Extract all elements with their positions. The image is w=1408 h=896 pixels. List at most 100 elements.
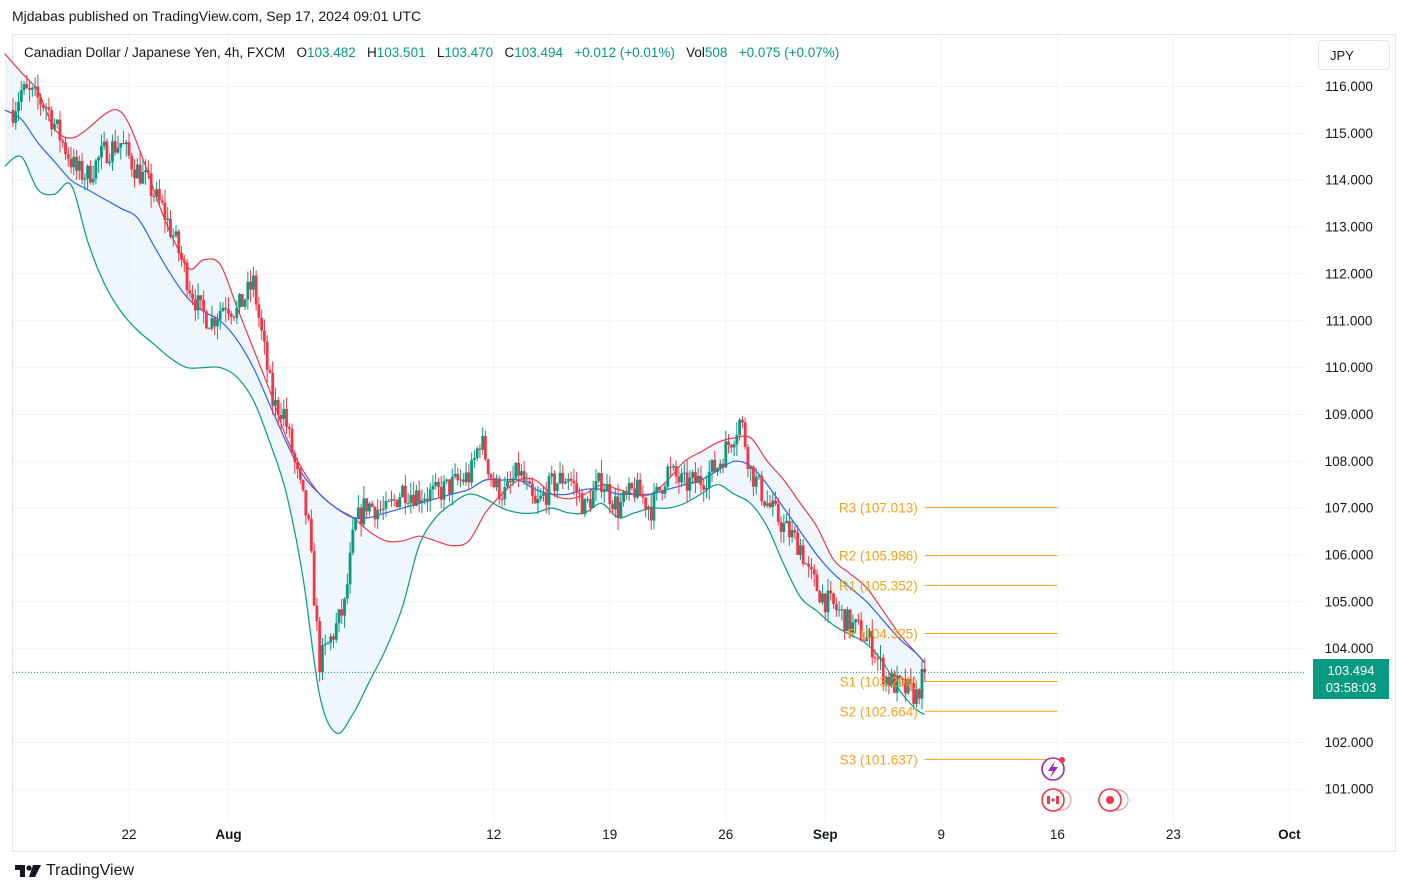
candle-body [649, 506, 653, 521]
candle-body [531, 484, 534, 496]
candle-body [381, 508, 385, 510]
candle-body [321, 645, 324, 673]
candle-body [707, 471, 711, 488]
candle-body [390, 499, 393, 502]
candle-body [401, 485, 404, 498]
candle-body [569, 478, 573, 481]
candle-body [17, 101, 20, 112]
candle-body [185, 262, 189, 291]
candle-body [470, 459, 474, 483]
candle-body [879, 657, 882, 659]
candle-body [666, 466, 670, 487]
candle-body [276, 399, 280, 415]
candle-body [674, 465, 678, 477]
time-tick-label: Sep [813, 827, 838, 842]
candle-body [453, 473, 457, 477]
candle-body [191, 293, 194, 300]
candle-body [298, 469, 302, 480]
bollinger-fill [4, 53, 925, 734]
candle-body [840, 609, 844, 611]
candle-body [566, 478, 570, 482]
candle-body [356, 507, 360, 519]
candle-body [553, 473, 556, 491]
candle-body [232, 316, 236, 318]
chart-pane[interactable] [12, 34, 1396, 852]
candle-body [403, 485, 407, 504]
price-tick-label: 113.000 [1325, 220, 1373, 235]
candle-body [450, 476, 454, 495]
candle-body [88, 165, 92, 183]
candle-body [591, 490, 595, 509]
candle-body [586, 499, 590, 501]
time-tick-label: Aug [215, 827, 241, 842]
candle-body [293, 453, 297, 463]
candle-body [633, 488, 637, 498]
candle-body [500, 498, 504, 500]
candle-body [25, 84, 29, 89]
candle-body [884, 676, 888, 685]
candle-body [428, 489, 432, 501]
candle-body [55, 119, 59, 124]
candle-body [235, 307, 239, 318]
tradingview-logo[interactable]: TradingView [14, 862, 134, 880]
candle-body [160, 200, 164, 203]
published-by: Mjdabas published on TradingView.com, Se… [12, 8, 422, 24]
candle-body [497, 478, 501, 499]
candle-body [561, 472, 565, 484]
open-label: O [296, 45, 307, 60]
candle-body [282, 408, 286, 419]
candle-body [171, 235, 175, 237]
candle-body [445, 479, 449, 482]
candle-body [572, 480, 576, 484]
candle-body [787, 520, 791, 538]
candle-body [265, 341, 269, 370]
candle-body [616, 496, 620, 517]
candle-body [729, 445, 733, 448]
candle-body [122, 143, 125, 145]
candle-body [589, 499, 592, 509]
candle-body [384, 500, 388, 509]
candle-body [387, 500, 391, 502]
candle-body [379, 509, 382, 511]
candle-body [807, 563, 811, 567]
candle-body [312, 550, 316, 606]
event-icons[interactable] [1041, 757, 1129, 812]
candle-body [843, 609, 847, 632]
candle-body [362, 498, 366, 525]
candle-body [472, 458, 476, 460]
candle-body [602, 490, 606, 492]
candle-body [613, 496, 617, 510]
candle-body [426, 498, 429, 501]
candle-body [895, 675, 899, 693]
candle-body [644, 497, 648, 510]
candle-body [547, 476, 551, 505]
candle-body [243, 299, 247, 307]
price-tick-label: 111.000 [1326, 313, 1373, 328]
candle-body [409, 494, 413, 504]
candle-body [152, 196, 156, 198]
candle-body [685, 472, 689, 491]
candle-body [188, 290, 192, 294]
candle-body [135, 164, 139, 179]
candle-body [44, 107, 48, 109]
candle-body [72, 156, 76, 168]
price-tick-label: 107.000 [1325, 501, 1374, 516]
candle-body [373, 506, 377, 520]
candle-body [887, 676, 891, 687]
currency-button[interactable]: JPY [1318, 40, 1390, 70]
candle-body [33, 86, 37, 88]
candle-body [710, 459, 714, 472]
candle-body [752, 466, 755, 487]
candle-body [163, 202, 167, 221]
pivot-label: S3 (101.637) [840, 752, 918, 767]
candle-body [765, 503, 769, 506]
candle-body [133, 169, 136, 179]
candle-body [414, 490, 418, 506]
time-tick-label: 16 [1050, 827, 1065, 842]
last-price-value: 103.494 [1327, 663, 1375, 678]
candle-body [22, 84, 26, 91]
candle-body [903, 678, 907, 694]
candle-body [249, 281, 253, 290]
candle-body [351, 529, 355, 553]
